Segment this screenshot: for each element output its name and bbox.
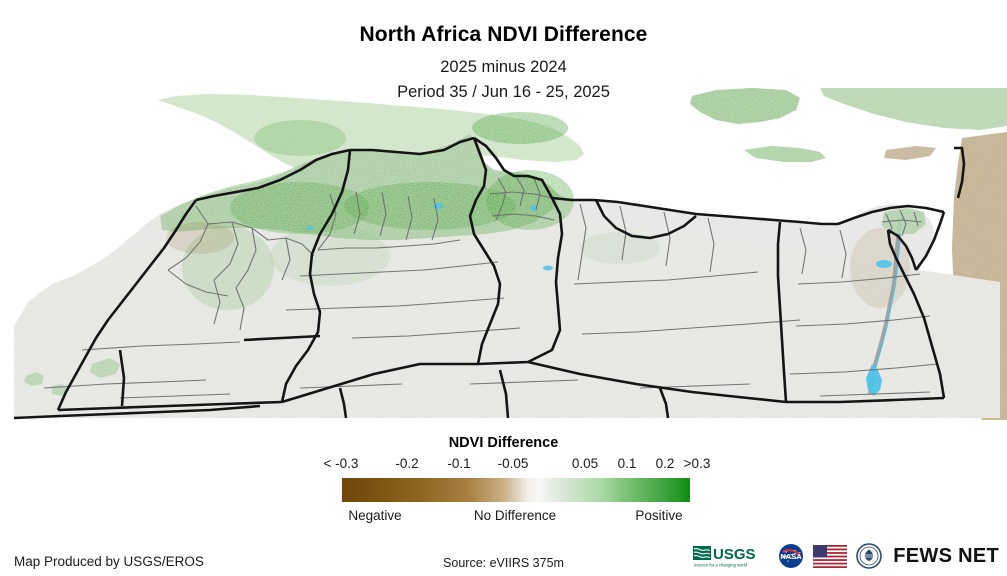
- border-morocco-mediterranean: [195, 148, 351, 202]
- usgs-tagline: science for a changing world: [694, 563, 748, 568]
- border-chad-sudan: [658, 387, 670, 419]
- data-source-label: Source: eVIIRS 375m: [443, 556, 564, 570]
- legend-tick-6: 0.2: [655, 456, 675, 471]
- us-flag-logo[interactable]: [813, 544, 848, 568]
- footer-bar: Map Produced by USGS/EROS Source: eVIIRS…: [0, 536, 1007, 576]
- legend-tick-3: -0.05: [497, 456, 529, 471]
- admin-boundaries: [43, 175, 939, 399]
- legend-gradient-rect: [342, 478, 690, 502]
- legend-tick-2: -0.1: [447, 456, 471, 471]
- legend-tick-0: < -0.3: [323, 456, 359, 471]
- border-mali-niger: [338, 387, 348, 419]
- coast-tunisia: [473, 136, 554, 199]
- legend-tick-5: 0.1: [617, 456, 637, 471]
- nasa-logo[interactable]: NASA: [778, 543, 804, 569]
- border-egypt-mediterranean: [837, 204, 945, 226]
- border-sinai-east: [914, 211, 946, 271]
- legend-tick-1: -0.2: [395, 456, 419, 471]
- partner-logo-strip: USGS science for a changing world NASA: [693, 538, 999, 574]
- country-borders: [13, 136, 966, 420]
- turkey-ndvi-speckle: [820, 88, 1007, 130]
- legend-title: NDVI Difference: [448, 435, 559, 451]
- legend-end-label-1: No Difference: [473, 508, 557, 523]
- map-subtitle-comparison: 2025 minus 2024: [440, 58, 567, 76]
- legend-colorbar: [342, 478, 690, 502]
- inland-water-3: [306, 226, 314, 230]
- map-credit: Map Produced by USGS/EROS: [14, 554, 204, 569]
- lake-qarun: [876, 260, 892, 268]
- crete-ndvi-speckle: [744, 146, 826, 162]
- border-niger-chad: [498, 369, 510, 419]
- border-israel: [954, 146, 966, 199]
- region-greece: [690, 88, 826, 162]
- state-dept-seal-logo[interactable]: [856, 543, 883, 569]
- legend-panel: NDVI Difference < -0.3 -0.2 -0.1 -0.05 0.05 0…: [0, 430, 1007, 535]
- legend-tick-7: >0.3: [683, 456, 711, 471]
- chott-water-1: [433, 203, 443, 209]
- maghreb-ndvi-belt: [160, 134, 660, 310]
- legend-tick-labels: < -0.3 -0.2 -0.1 -0.05 0.05 0.1 0.2 >0.3: [303, 456, 711, 474]
- canary-ndvi-speckle: [24, 358, 120, 396]
- legend-end-labels: Negative No Difference Positive: [303, 508, 703, 526]
- page-title: North Africa NDVI Difference: [359, 23, 648, 46]
- border-egypt-sudan: [786, 396, 945, 404]
- nasa-wordmark: NASA: [781, 552, 803, 561]
- border-algeria-south: [281, 362, 478, 404]
- north-africa-ndvi-map[interactable]: [0, 88, 1007, 420]
- title-block: North Africa NDVI Difference 2025 minus …: [0, 0, 1007, 100]
- algeria-tell-green: [344, 182, 516, 230]
- border-libya-west: [477, 197, 564, 366]
- region-north-africa: [14, 134, 1000, 418]
- legend-end-label-2: Positive: [635, 508, 683, 523]
- legend-tick-4: 0.05: [571, 456, 599, 471]
- loss-patch-morocco: [166, 222, 234, 254]
- border-western-sahara-south: [57, 400, 283, 412]
- lake-nasser: [866, 364, 882, 396]
- legend-gradient-svg: [342, 478, 690, 502]
- greece-ndvi-speckle: [690, 88, 800, 124]
- coast-libya-mediterranean: [551, 196, 838, 226]
- fews-net-logo[interactable]: FEWS NET: [893, 544, 999, 567]
- landmass-group: [14, 88, 1007, 420]
- border-mauritania-south: [13, 404, 261, 420]
- usgs-wave-mark: [693, 546, 712, 560]
- border-morocco-algeria: [280, 149, 352, 403]
- flag-stripes: [813, 544, 848, 568]
- iberia-green-cluster: [472, 112, 568, 144]
- nile-river-water: [872, 215, 903, 385]
- coast-algeria-mediterranean: [350, 136, 475, 156]
- flag-canton: [813, 544, 828, 557]
- morocco-rif-green: [230, 182, 370, 234]
- usgs-wordmark: USGS: [713, 546, 756, 563]
- border-algeria-tunisia: [468, 137, 502, 365]
- usgs-logo[interactable]: USGS science for a changing world: [693, 543, 769, 569]
- libya-coast-green: [580, 232, 660, 264]
- algeria-steppe-green: [270, 226, 390, 286]
- border-libya-egypt: [776, 221, 788, 403]
- iberia-green-cluster-2: [254, 120, 346, 156]
- border-wsahara-mauritania: [118, 349, 126, 407]
- border-morocco-wsahara: [243, 334, 321, 342]
- border-morocco-atlantic: [56, 199, 198, 411]
- map-canvas[interactable]: [0, 88, 1007, 420]
- legend-end-label-0: Negative: [348, 508, 402, 523]
- coast-gulf-of-sirte: [594, 199, 697, 240]
- border-sinai-west: [887, 228, 918, 271]
- border-egypt-redsea-coast: [886, 229, 946, 399]
- border-libya-south: [527, 360, 787, 404]
- map-subtitle-period: Period 35 / Jun 16 - 25, 2025: [397, 82, 610, 101]
- cyprus-ndvi-speckle: [884, 146, 936, 160]
- chott-el-jerid: [543, 265, 553, 271]
